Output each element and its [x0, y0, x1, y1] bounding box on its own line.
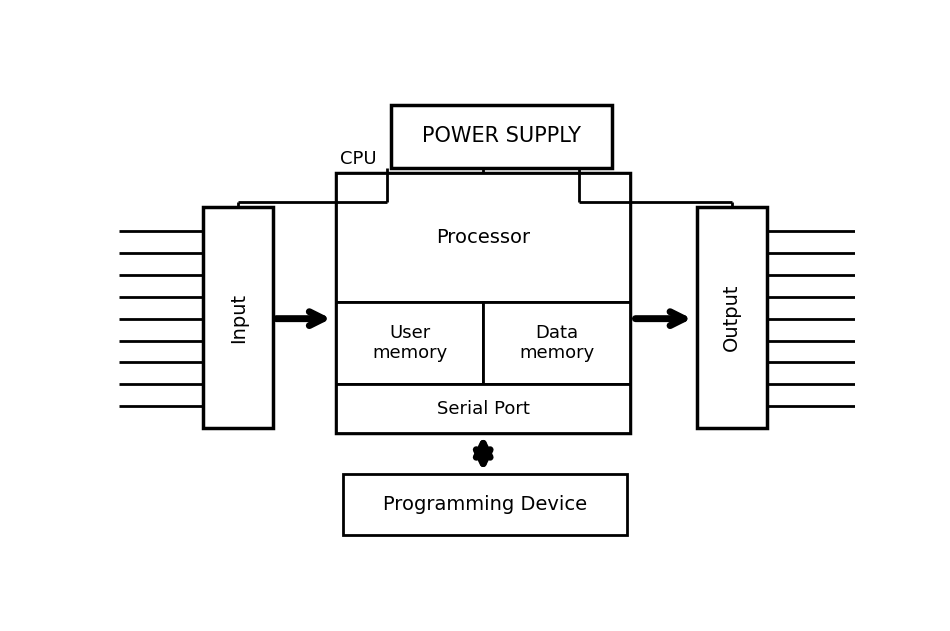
- Bar: [336, 173, 631, 433]
- Text: Processor: Processor: [436, 228, 530, 247]
- Text: Programming Device: Programming Device: [383, 495, 587, 514]
- Text: Serial Port: Serial Port: [437, 399, 530, 418]
- Text: Output: Output: [722, 284, 741, 351]
- Text: CPU: CPU: [340, 150, 376, 168]
- Text: User
memory: User memory: [372, 324, 447, 362]
- Bar: [391, 105, 612, 168]
- Text: POWER SUPPLY: POWER SUPPLY: [422, 126, 581, 146]
- Bar: [336, 302, 484, 384]
- Text: Input: Input: [229, 292, 248, 343]
- Bar: [484, 302, 631, 384]
- Bar: [203, 207, 274, 428]
- Bar: [696, 207, 767, 428]
- Text: Data
memory: Data memory: [520, 324, 595, 362]
- Bar: [343, 474, 627, 535]
- Bar: [336, 173, 631, 302]
- Bar: [336, 384, 631, 433]
